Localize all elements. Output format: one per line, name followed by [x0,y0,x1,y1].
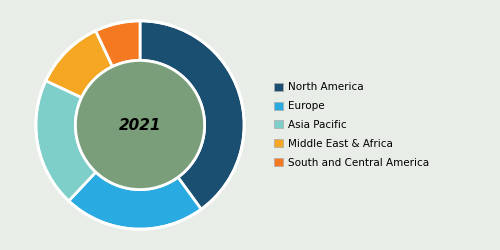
Wedge shape [140,21,244,209]
Text: 2021: 2021 [119,118,161,132]
Wedge shape [96,21,140,66]
Wedge shape [46,31,112,98]
Wedge shape [68,172,201,229]
Wedge shape [36,81,96,201]
Legend: North America, Europe, Asia Pacific, Middle East & Africa, South and Central Ame: North America, Europe, Asia Pacific, Mid… [274,82,429,168]
Circle shape [76,60,204,190]
